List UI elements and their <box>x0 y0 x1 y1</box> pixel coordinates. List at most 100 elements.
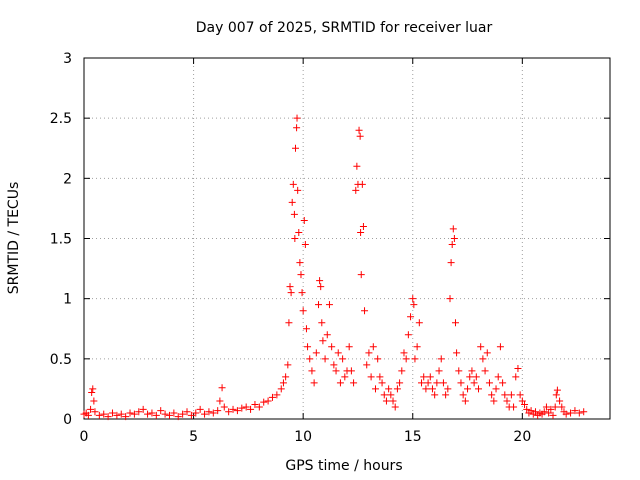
data-point <box>367 373 375 381</box>
data-point <box>318 319 326 327</box>
data-point <box>165 411 173 419</box>
data-point <box>426 373 434 381</box>
data-point <box>90 397 98 405</box>
data-point <box>371 385 379 393</box>
data-point <box>420 373 428 381</box>
data-point <box>214 407 222 415</box>
data-point <box>507 391 515 399</box>
data-point <box>302 325 310 333</box>
data-point <box>319 337 327 345</box>
data-point <box>357 271 365 279</box>
data-point <box>356 132 364 140</box>
data-point <box>108 409 116 417</box>
data-point <box>260 398 268 406</box>
data-point <box>296 259 304 267</box>
data-point <box>442 391 450 399</box>
data-point <box>475 385 482 393</box>
data-point <box>455 367 463 375</box>
data-point <box>277 385 285 393</box>
data-point <box>459 391 467 399</box>
data-point <box>100 410 108 418</box>
data-point <box>268 393 276 401</box>
data-point <box>369 343 377 351</box>
data-point <box>284 361 292 369</box>
data-point <box>350 379 358 387</box>
data-point <box>545 409 553 417</box>
data-point <box>205 408 213 416</box>
data-point <box>444 385 452 393</box>
data-point <box>439 379 447 387</box>
x-tick-label: 5 <box>189 429 198 445</box>
data-point <box>135 408 143 416</box>
data-point <box>104 413 112 421</box>
data-point <box>503 397 511 405</box>
data-point <box>288 198 296 206</box>
plot-frame <box>83 57 611 420</box>
data-point <box>316 277 324 285</box>
data-point <box>547 405 555 413</box>
data-point <box>332 367 340 375</box>
x-tick-label: 20 <box>513 429 531 445</box>
data-point <box>510 403 518 411</box>
data-point <box>139 405 147 413</box>
data-point <box>352 186 360 194</box>
data-point <box>113 411 121 419</box>
y-tick-label: 0.5 <box>50 352 72 368</box>
data-point <box>411 355 419 363</box>
data-point <box>428 385 436 393</box>
data-point <box>449 225 457 233</box>
data-point <box>242 403 250 411</box>
data-point <box>387 391 395 399</box>
y-tick-label: 2 <box>63 171 72 187</box>
data-point <box>361 307 369 315</box>
data-point <box>415 319 423 327</box>
data-point <box>192 409 200 417</box>
data-point <box>126 409 134 417</box>
data-point <box>461 397 469 405</box>
data-point <box>575 409 583 417</box>
data-point <box>161 410 169 418</box>
data-point <box>451 319 459 327</box>
data-point <box>549 411 557 419</box>
x-axis-label: GPS time / hours <box>285 458 402 474</box>
x-tick-label: 15 <box>404 429 422 445</box>
data-point <box>470 379 478 387</box>
data-point <box>435 367 443 375</box>
x-tick-label: 0 <box>80 429 89 445</box>
data-point <box>424 379 432 387</box>
data-point <box>402 355 410 363</box>
data-point <box>347 367 355 375</box>
data-point <box>448 241 456 249</box>
data-point <box>398 367 406 375</box>
data-point <box>233 407 241 415</box>
data-point <box>179 410 187 418</box>
data-point <box>464 385 472 393</box>
data-point <box>514 364 522 372</box>
data-point <box>220 403 228 411</box>
data-point <box>446 295 454 303</box>
data-point <box>279 379 287 387</box>
data-point <box>152 411 160 419</box>
data-point <box>345 343 353 351</box>
data-point <box>216 397 224 405</box>
data-point <box>359 222 367 230</box>
data-point <box>358 180 366 188</box>
data-point <box>374 355 382 363</box>
x-tick-label: 10 <box>294 429 312 445</box>
data-point <box>376 373 384 381</box>
data-point <box>196 405 204 413</box>
data-point <box>122 413 130 421</box>
data-point <box>170 409 178 417</box>
grid-lines <box>84 58 610 419</box>
data-point <box>293 114 301 122</box>
y-tick-label: 3 <box>63 51 72 67</box>
data-point <box>282 373 290 381</box>
data-point <box>410 301 418 309</box>
data-point <box>391 403 399 411</box>
data-point <box>531 408 539 416</box>
data-point <box>365 349 373 357</box>
data-point <box>289 180 297 188</box>
data-point <box>490 397 498 405</box>
data-point <box>299 307 307 315</box>
data-point <box>413 343 421 351</box>
